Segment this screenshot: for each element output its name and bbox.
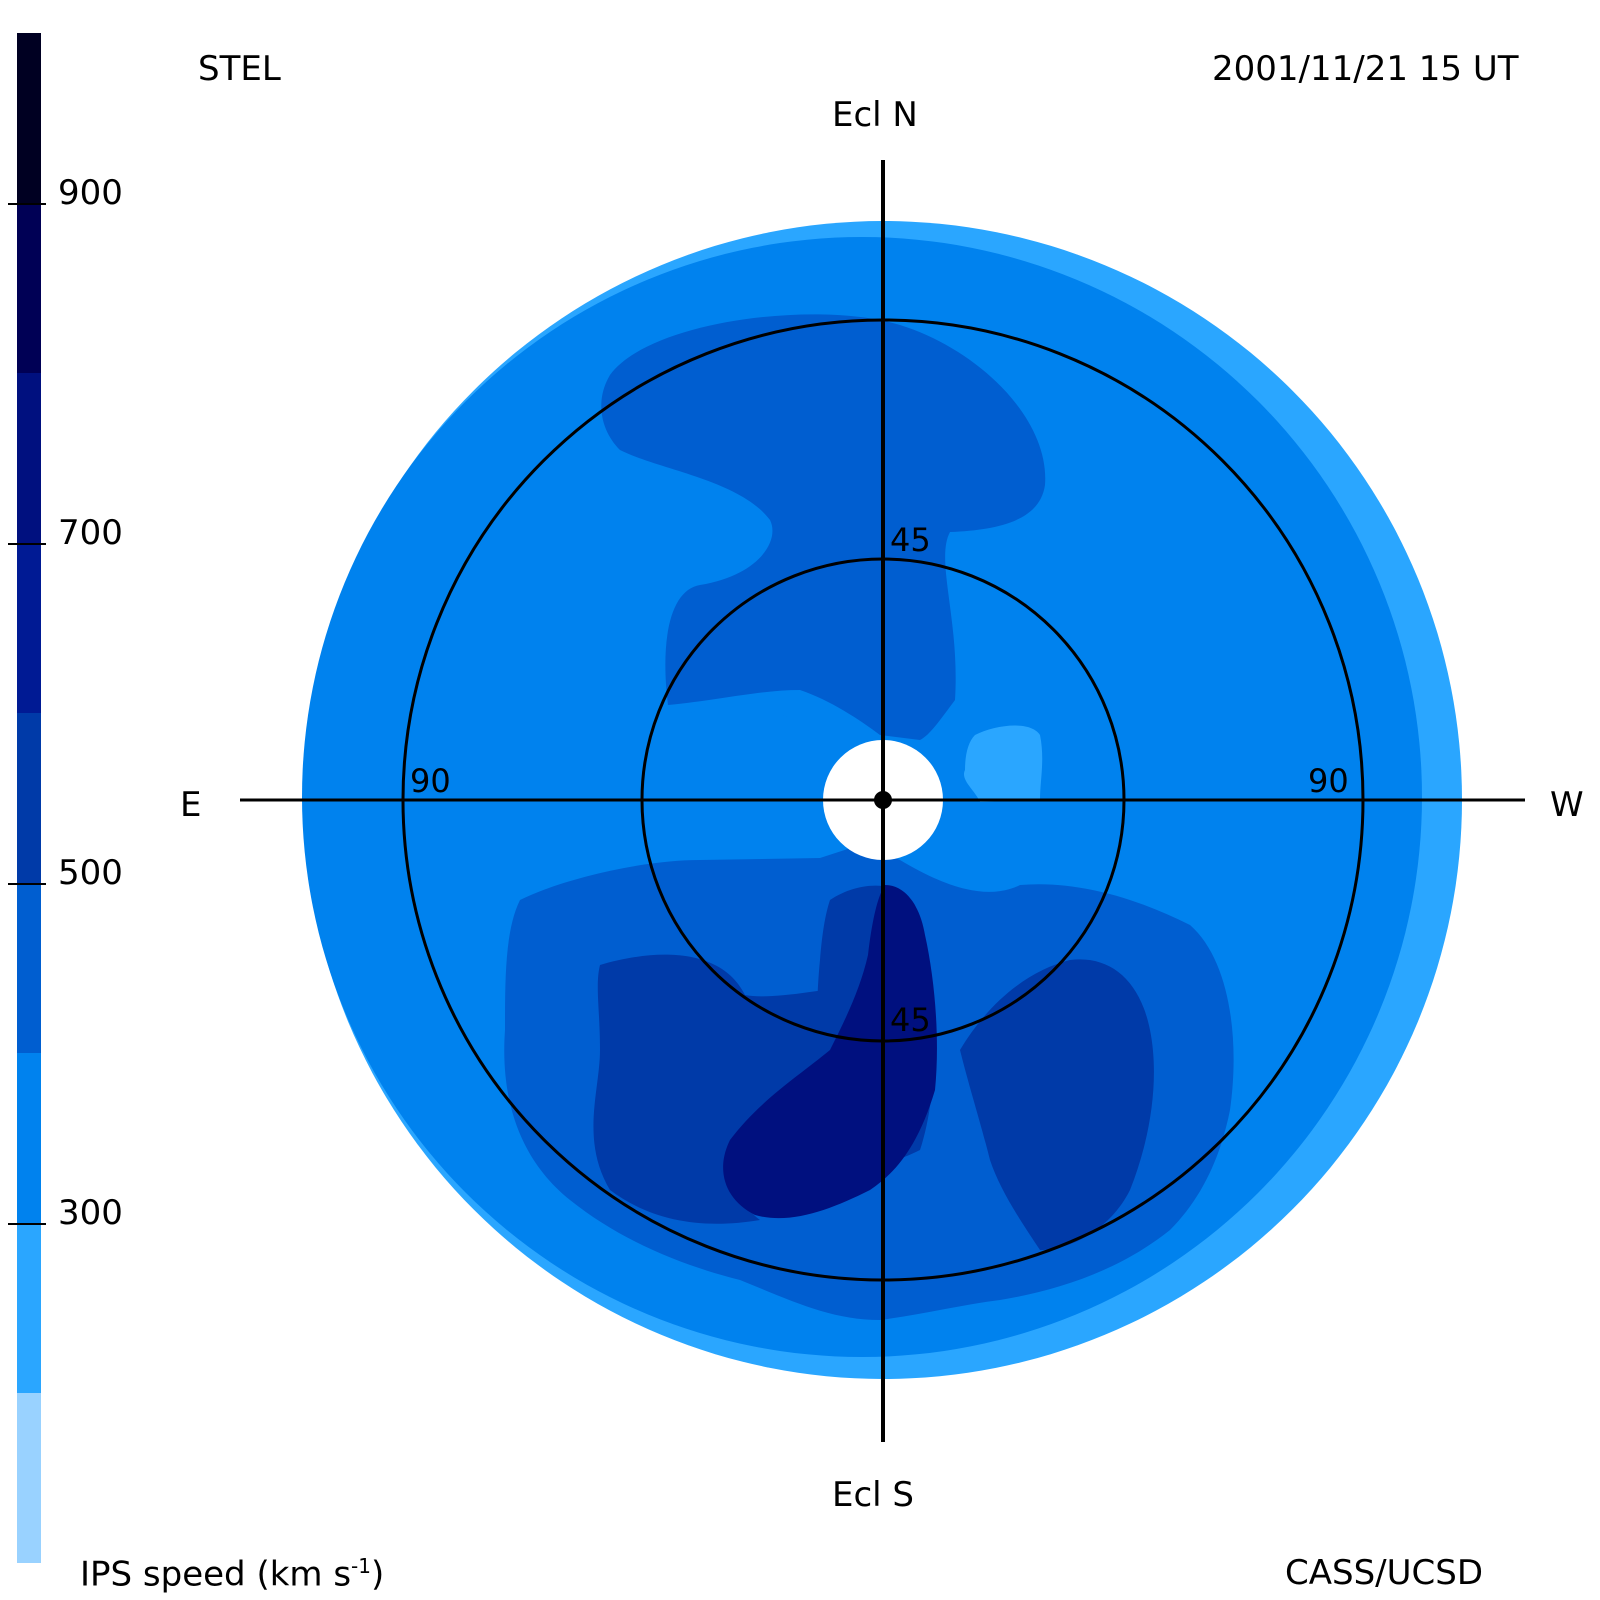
west-label: W — [1550, 785, 1584, 825]
observatory-label: STEL — [198, 49, 281, 89]
colorbar-tick-label: 900 — [58, 173, 123, 213]
colorbar-tick — [8, 543, 46, 545]
ring-90-east-label: 90 — [410, 762, 451, 800]
sun-center-dot — [874, 791, 892, 809]
colorbar-tick — [8, 883, 46, 885]
colorbar-segment — [17, 1053, 41, 1223]
inner-slow-patch — [685, 705, 830, 790]
ring-90-west-label: 90 — [1308, 762, 1349, 800]
colorbar-segment — [17, 373, 41, 543]
colorbar-segment — [17, 883, 41, 1053]
colorbar-segment — [17, 1393, 41, 1563]
southeast-fast-lobe — [960, 959, 1154, 1250]
colorbar-segment — [17, 203, 41, 373]
credit-label: CASS/UCSD — [1285, 1553, 1484, 1593]
colorbar-title-close: ) — [371, 1554, 385, 1595]
east-label: E — [180, 785, 202, 825]
colorbar-tick-label: 300 — [58, 1193, 123, 1233]
inner-slow-spot — [963, 725, 1043, 802]
colorbar-segment — [17, 713, 41, 883]
colorbar-segment — [17, 1223, 41, 1393]
ecliptic-south-label: Ecl S — [832, 1475, 915, 1515]
colorbar-segment — [17, 543, 41, 713]
ecliptic-north-label: Ecl N — [832, 95, 918, 135]
north-speed-region — [601, 314, 1046, 740]
colorbar-tick-label: 700 — [58, 513, 123, 553]
colorbar-segment — [17, 33, 41, 203]
ring-45-north-label: 45 — [890, 521, 931, 559]
ring-45-south-label: 45 — [890, 1001, 931, 1039]
datetime-label: 2001/11/21 15 UT — [1212, 49, 1519, 89]
colorbar-tick — [8, 203, 46, 205]
colorbar-tick — [8, 1223, 46, 1225]
southwest-fast-lobe — [593, 954, 860, 1224]
colorbar-title: IPS speed (km s-1) — [80, 1556, 384, 1591]
colorbar-title-exponent: -1 — [351, 1554, 371, 1578]
colorbar-tick-label: 500 — [58, 853, 123, 893]
colorbar-title-text: IPS speed (km s — [80, 1554, 352, 1595]
